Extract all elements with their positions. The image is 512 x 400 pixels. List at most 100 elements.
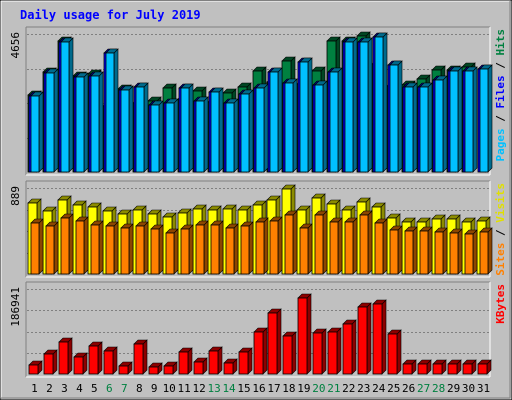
bar-front	[359, 214, 369, 275]
bar-side	[142, 339, 148, 375]
bar-side	[442, 75, 448, 173]
bar-pages-day-15	[240, 89, 254, 173]
bar-side	[352, 37, 358, 173]
bar-sites-day-28	[434, 227, 448, 275]
bar-side	[292, 78, 298, 173]
bar-kbytes-day-11	[178, 347, 193, 375]
bar-side	[427, 82, 433, 173]
bar-side	[83, 216, 89, 275]
x-tick-label-day-12: 12	[193, 382, 206, 395]
bar-front	[447, 363, 458, 375]
bar-pages-day-16	[255, 83, 269, 173]
bar-side	[396, 329, 402, 375]
bar-kbytes-day-31	[477, 359, 492, 375]
x-tick-label-day-5: 5	[91, 382, 98, 395]
bar-front	[208, 350, 219, 375]
bar-side	[188, 83, 194, 173]
bar-pages-day-23	[359, 37, 373, 173]
bar-front	[253, 331, 264, 375]
bar-side	[217, 346, 223, 375]
bar-front	[284, 82, 294, 173]
bar-sites-day-10	[165, 228, 179, 275]
panel-visits_sites: 889 Sites / Visits	[9, 180, 507, 278]
x-tick-label-day-25: 25	[387, 382, 400, 395]
bar-front	[90, 75, 100, 173]
bar-front	[269, 71, 279, 173]
bar-side	[487, 227, 493, 275]
bar-pages-day-4	[75, 72, 89, 173]
bar-front	[269, 220, 279, 275]
bar-side	[113, 48, 119, 173]
bar-front	[105, 52, 115, 173]
x-tick-label-day-18: 18	[282, 382, 295, 395]
bar-front	[238, 351, 249, 375]
bar-front	[90, 224, 100, 275]
bar-front	[240, 93, 250, 173]
bar-side	[291, 331, 297, 375]
bar-side	[337, 217, 343, 275]
bar-sites-day-5	[90, 220, 104, 275]
bar-side	[322, 210, 328, 275]
bar-sites-day-24	[374, 218, 388, 275]
bar-front	[387, 333, 398, 375]
legend-separator: /	[494, 109, 507, 129]
bar-front	[374, 222, 384, 275]
bar-pages-day-30	[464, 66, 478, 173]
bar-front	[118, 365, 129, 375]
bar-sites-day-27	[419, 226, 433, 275]
bar-side	[98, 220, 104, 275]
bar-sites-day-23	[359, 210, 373, 275]
bar-kbytes-day-30	[462, 359, 477, 375]
bar-front	[148, 366, 159, 375]
legend-entry-sites: Sites	[494, 243, 507, 276]
bar-kbytes-day-19	[297, 293, 312, 375]
legend-entry-hits: Hits	[494, 29, 507, 56]
bar-side	[321, 328, 327, 375]
bar-side	[366, 302, 372, 375]
bar-kbytes-day-26	[402, 359, 417, 375]
bar-side	[487, 64, 493, 173]
x-tick-label-day-17: 17	[267, 382, 280, 395]
bar-side	[351, 319, 357, 375]
bar-pages-day-27	[419, 82, 433, 173]
bar-front	[180, 87, 190, 173]
bar-front	[419, 230, 429, 275]
bar-side	[263, 217, 269, 275]
bar-front	[75, 76, 85, 173]
bar-side	[218, 87, 224, 173]
bar-side	[292, 210, 298, 275]
bar-front	[165, 102, 175, 173]
bar-front	[60, 41, 70, 173]
bar-kbytes-day-4	[73, 352, 88, 375]
x-tick-label-day-13: 13	[207, 382, 220, 395]
bar-front	[30, 222, 40, 275]
bar-front	[135, 225, 145, 275]
bar-sites-day-18	[284, 210, 298, 275]
bar-side	[336, 327, 342, 375]
bar-front	[342, 323, 353, 375]
bar-kbytes-day-22	[342, 319, 357, 375]
bar-kbytes-day-24	[372, 299, 387, 375]
legend-hits_files_pages: Pages / Files / Hits	[494, 29, 507, 162]
bar-front	[299, 61, 309, 173]
x-tick-label-day-20: 20	[312, 382, 325, 395]
bar-front	[449, 232, 459, 275]
bar-front	[135, 86, 145, 173]
x-tick-label-day-27: 27	[417, 382, 430, 395]
bar-sites-day-1	[30, 218, 44, 275]
bar-sites-day-16	[255, 217, 269, 275]
bar-front	[210, 91, 220, 173]
x-tick-label-day-7: 7	[121, 382, 128, 395]
bar-kbytes-day-2	[43, 349, 58, 375]
bar-sites-day-25	[389, 225, 403, 275]
bar-front	[193, 361, 204, 375]
bar-front	[404, 86, 414, 173]
bar-front	[449, 70, 459, 173]
bar-pages-day-7	[120, 85, 134, 173]
bar-side	[472, 66, 478, 173]
bar-front	[329, 71, 339, 173]
x-tick-label-day-6: 6	[106, 382, 113, 395]
bar-front	[402, 363, 413, 375]
bar-side	[98, 71, 104, 173]
